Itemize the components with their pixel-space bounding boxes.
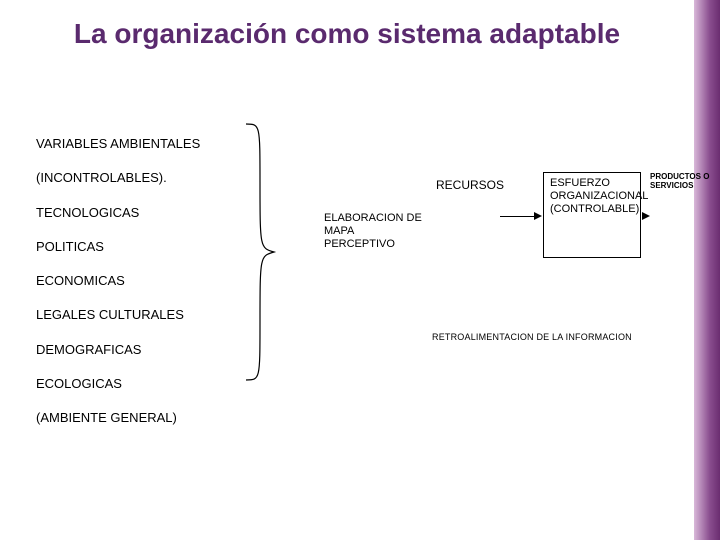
list-item: ECOLOGICAS bbox=[36, 376, 266, 392]
retroalimentacion-label: RETROALIMENTACION DE LA INFORMACION bbox=[432, 332, 632, 342]
esfuerzo-box: ESFUERZO ORGANIZACIONAL (CONTROLABLE) bbox=[543, 172, 641, 258]
list-item: ECONOMICAS bbox=[36, 273, 266, 289]
list-item: TECNOLOGICAS bbox=[36, 205, 266, 221]
environmental-variables-list: VARIABLES AMBIENTALES (INCONTROLABLES). … bbox=[36, 136, 266, 444]
arrow-recursos-to-esfuerzo bbox=[500, 216, 536, 217]
list-item: POLITICAS bbox=[36, 239, 266, 255]
arrow-head-icon bbox=[642, 212, 650, 220]
list-item: VARIABLES AMBIENTALES bbox=[36, 136, 266, 152]
recursos-label: RECURSOS bbox=[436, 178, 504, 192]
elaboracion-box: ELABORACION DE MAPA PERCEPTIVO bbox=[318, 208, 428, 262]
curly-brace-icon bbox=[238, 122, 278, 382]
list-item: LEGALES CULTURALES bbox=[36, 307, 266, 323]
page-title: La organización como sistema adaptable bbox=[0, 18, 694, 50]
productos-label: PRODUCTOS O SERVICIOS bbox=[650, 172, 712, 190]
side-gradient-band bbox=[694, 0, 720, 540]
arrow-head-icon bbox=[534, 212, 542, 220]
list-item: (AMBIENTE GENERAL) bbox=[36, 410, 266, 426]
list-item: (INCONTROLABLES). bbox=[36, 170, 266, 186]
list-item: DEMOGRAFICAS bbox=[36, 342, 266, 358]
